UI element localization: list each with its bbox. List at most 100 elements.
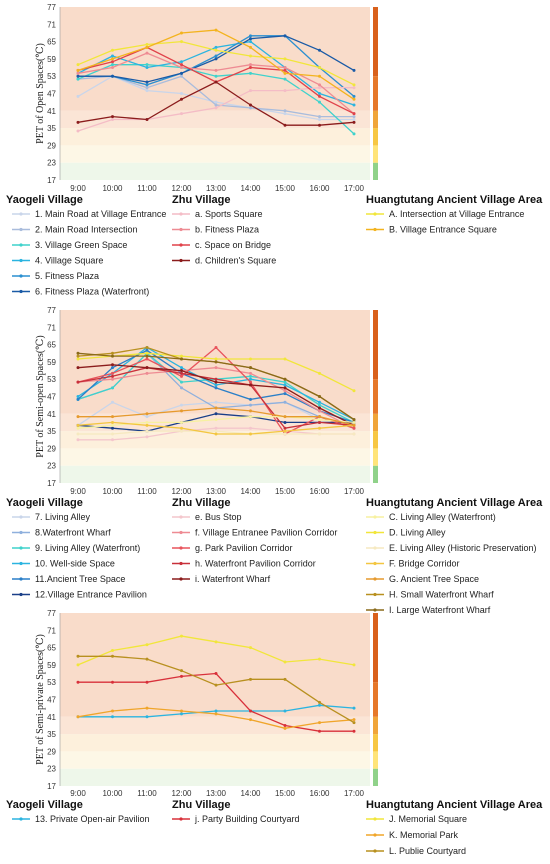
data-point	[76, 426, 80, 430]
pet-scale-segment-4	[373, 379, 378, 414]
legend-group-title: Yaogeli Village	[6, 194, 83, 206]
legend-marker	[19, 546, 23, 550]
legend-1: Yaogeli Village Zhu Village Huangtutang An…	[6, 194, 543, 297]
y-tick-label: 77	[47, 3, 56, 12]
data-point	[180, 420, 183, 424]
legend-marker	[179, 817, 183, 821]
data-point	[352, 86, 356, 90]
data-point	[283, 68, 287, 72]
data-point	[214, 80, 218, 84]
data-point	[283, 57, 287, 61]
data-point	[352, 706, 356, 710]
data-point	[318, 83, 321, 87]
x-tick-label: 15:00	[275, 487, 296, 496]
data-point	[249, 415, 252, 419]
legend-marker	[373, 212, 377, 216]
data-point	[214, 28, 218, 32]
data-point	[214, 418, 218, 422]
legend-marker	[19, 530, 23, 535]
legend-marker	[179, 561, 183, 566]
data-point	[76, 94, 80, 98]
pet-scale-segment-5	[373, 310, 378, 380]
data-point	[249, 426, 252, 430]
legend-marker	[373, 546, 377, 550]
data-point	[111, 438, 114, 442]
data-point	[214, 400, 218, 404]
legend-item-label: 9. Living Alley (Waterfront)	[35, 543, 140, 553]
pet-scale-segment-1	[373, 448, 378, 466]
data-point	[145, 706, 149, 710]
y-tick-label: 71	[47, 323, 56, 332]
pet-band-0	[60, 768, 370, 786]
data-point	[180, 112, 183, 116]
y-tick-label: 77	[47, 306, 56, 315]
legend-marker	[19, 289, 23, 294]
y-tick-label: 35	[47, 427, 56, 436]
data-point	[352, 432, 356, 436]
x-tick-label: 10:00	[102, 184, 123, 193]
legend-item-label: G. Ancient Tree Space	[389, 574, 479, 584]
legend-marker	[179, 546, 183, 550]
legend-item-label: g. Park Pavilion Corridor	[195, 543, 293, 553]
pet-scale-segment-0	[373, 465, 378, 483]
data-point	[111, 115, 114, 119]
data-point	[76, 71, 80, 75]
data-point	[318, 100, 321, 104]
y-tick-label: 59	[47, 661, 56, 670]
data-point	[283, 357, 287, 361]
y-tick-label: 77	[47, 609, 56, 618]
pet-scale-segment-1	[373, 751, 378, 769]
legend-marker	[179, 577, 183, 581]
data-point	[76, 357, 80, 361]
x-tick-label: 9:00	[70, 789, 86, 798]
legend-item-label: d. Children's Square	[195, 256, 276, 266]
y-tick-label: 53	[47, 72, 56, 81]
data-point	[214, 100, 218, 104]
data-point	[214, 380, 218, 384]
x-tick-label: 17:00	[344, 184, 365, 193]
data-point	[249, 103, 252, 107]
data-point	[352, 83, 356, 87]
legend-group-title: Zhu Village	[172, 194, 230, 206]
data-point	[249, 677, 252, 681]
data-point	[111, 351, 114, 355]
data-point	[249, 383, 252, 387]
legend-item-label: i. Waterfront Wharf	[195, 574, 271, 584]
data-point	[180, 712, 183, 716]
data-point	[145, 371, 149, 375]
pet-band-3	[60, 716, 370, 735]
legend-item-label: 12.Village Entrance Pavilion	[35, 590, 147, 600]
pet-scale-segment-0	[373, 162, 378, 180]
data-point	[180, 354, 183, 358]
y-tick-label: 35	[47, 124, 56, 133]
data-point	[145, 643, 149, 647]
data-point	[249, 89, 252, 93]
x-tick-label: 15:00	[275, 789, 296, 798]
x-tick-label: 16:00	[309, 487, 330, 496]
x-tick-label: 12:00	[171, 487, 192, 496]
data-point	[318, 86, 321, 90]
data-point	[318, 418, 321, 422]
legend-item-label: B. Village Entrance Square	[389, 225, 497, 235]
data-point	[180, 409, 183, 413]
data-point	[145, 423, 149, 427]
legend-marker	[19, 577, 23, 581]
data-point	[283, 426, 287, 430]
legend-marker	[19, 274, 23, 278]
x-tick-label: 14:00	[240, 789, 261, 798]
data-point	[352, 115, 356, 119]
data-point	[249, 34, 252, 38]
pet-scale-segment-2	[373, 734, 378, 752]
data-point	[180, 66, 183, 70]
x-tick-label: 13:00	[206, 487, 227, 496]
data-point	[111, 426, 114, 430]
pet-scale-segment-3	[373, 716, 378, 735]
data-point	[352, 132, 356, 136]
data-point	[318, 426, 321, 430]
legend-marker	[179, 258, 183, 263]
y-tick-label: 23	[47, 462, 56, 471]
data-point	[214, 640, 218, 644]
data-point	[111, 74, 114, 78]
data-point	[283, 380, 287, 384]
chart-panel-1: 17 23 29 35 41 47 53 59 65 71 77 9:00 10:00 11:00 12:0…	[35, 3, 378, 193]
